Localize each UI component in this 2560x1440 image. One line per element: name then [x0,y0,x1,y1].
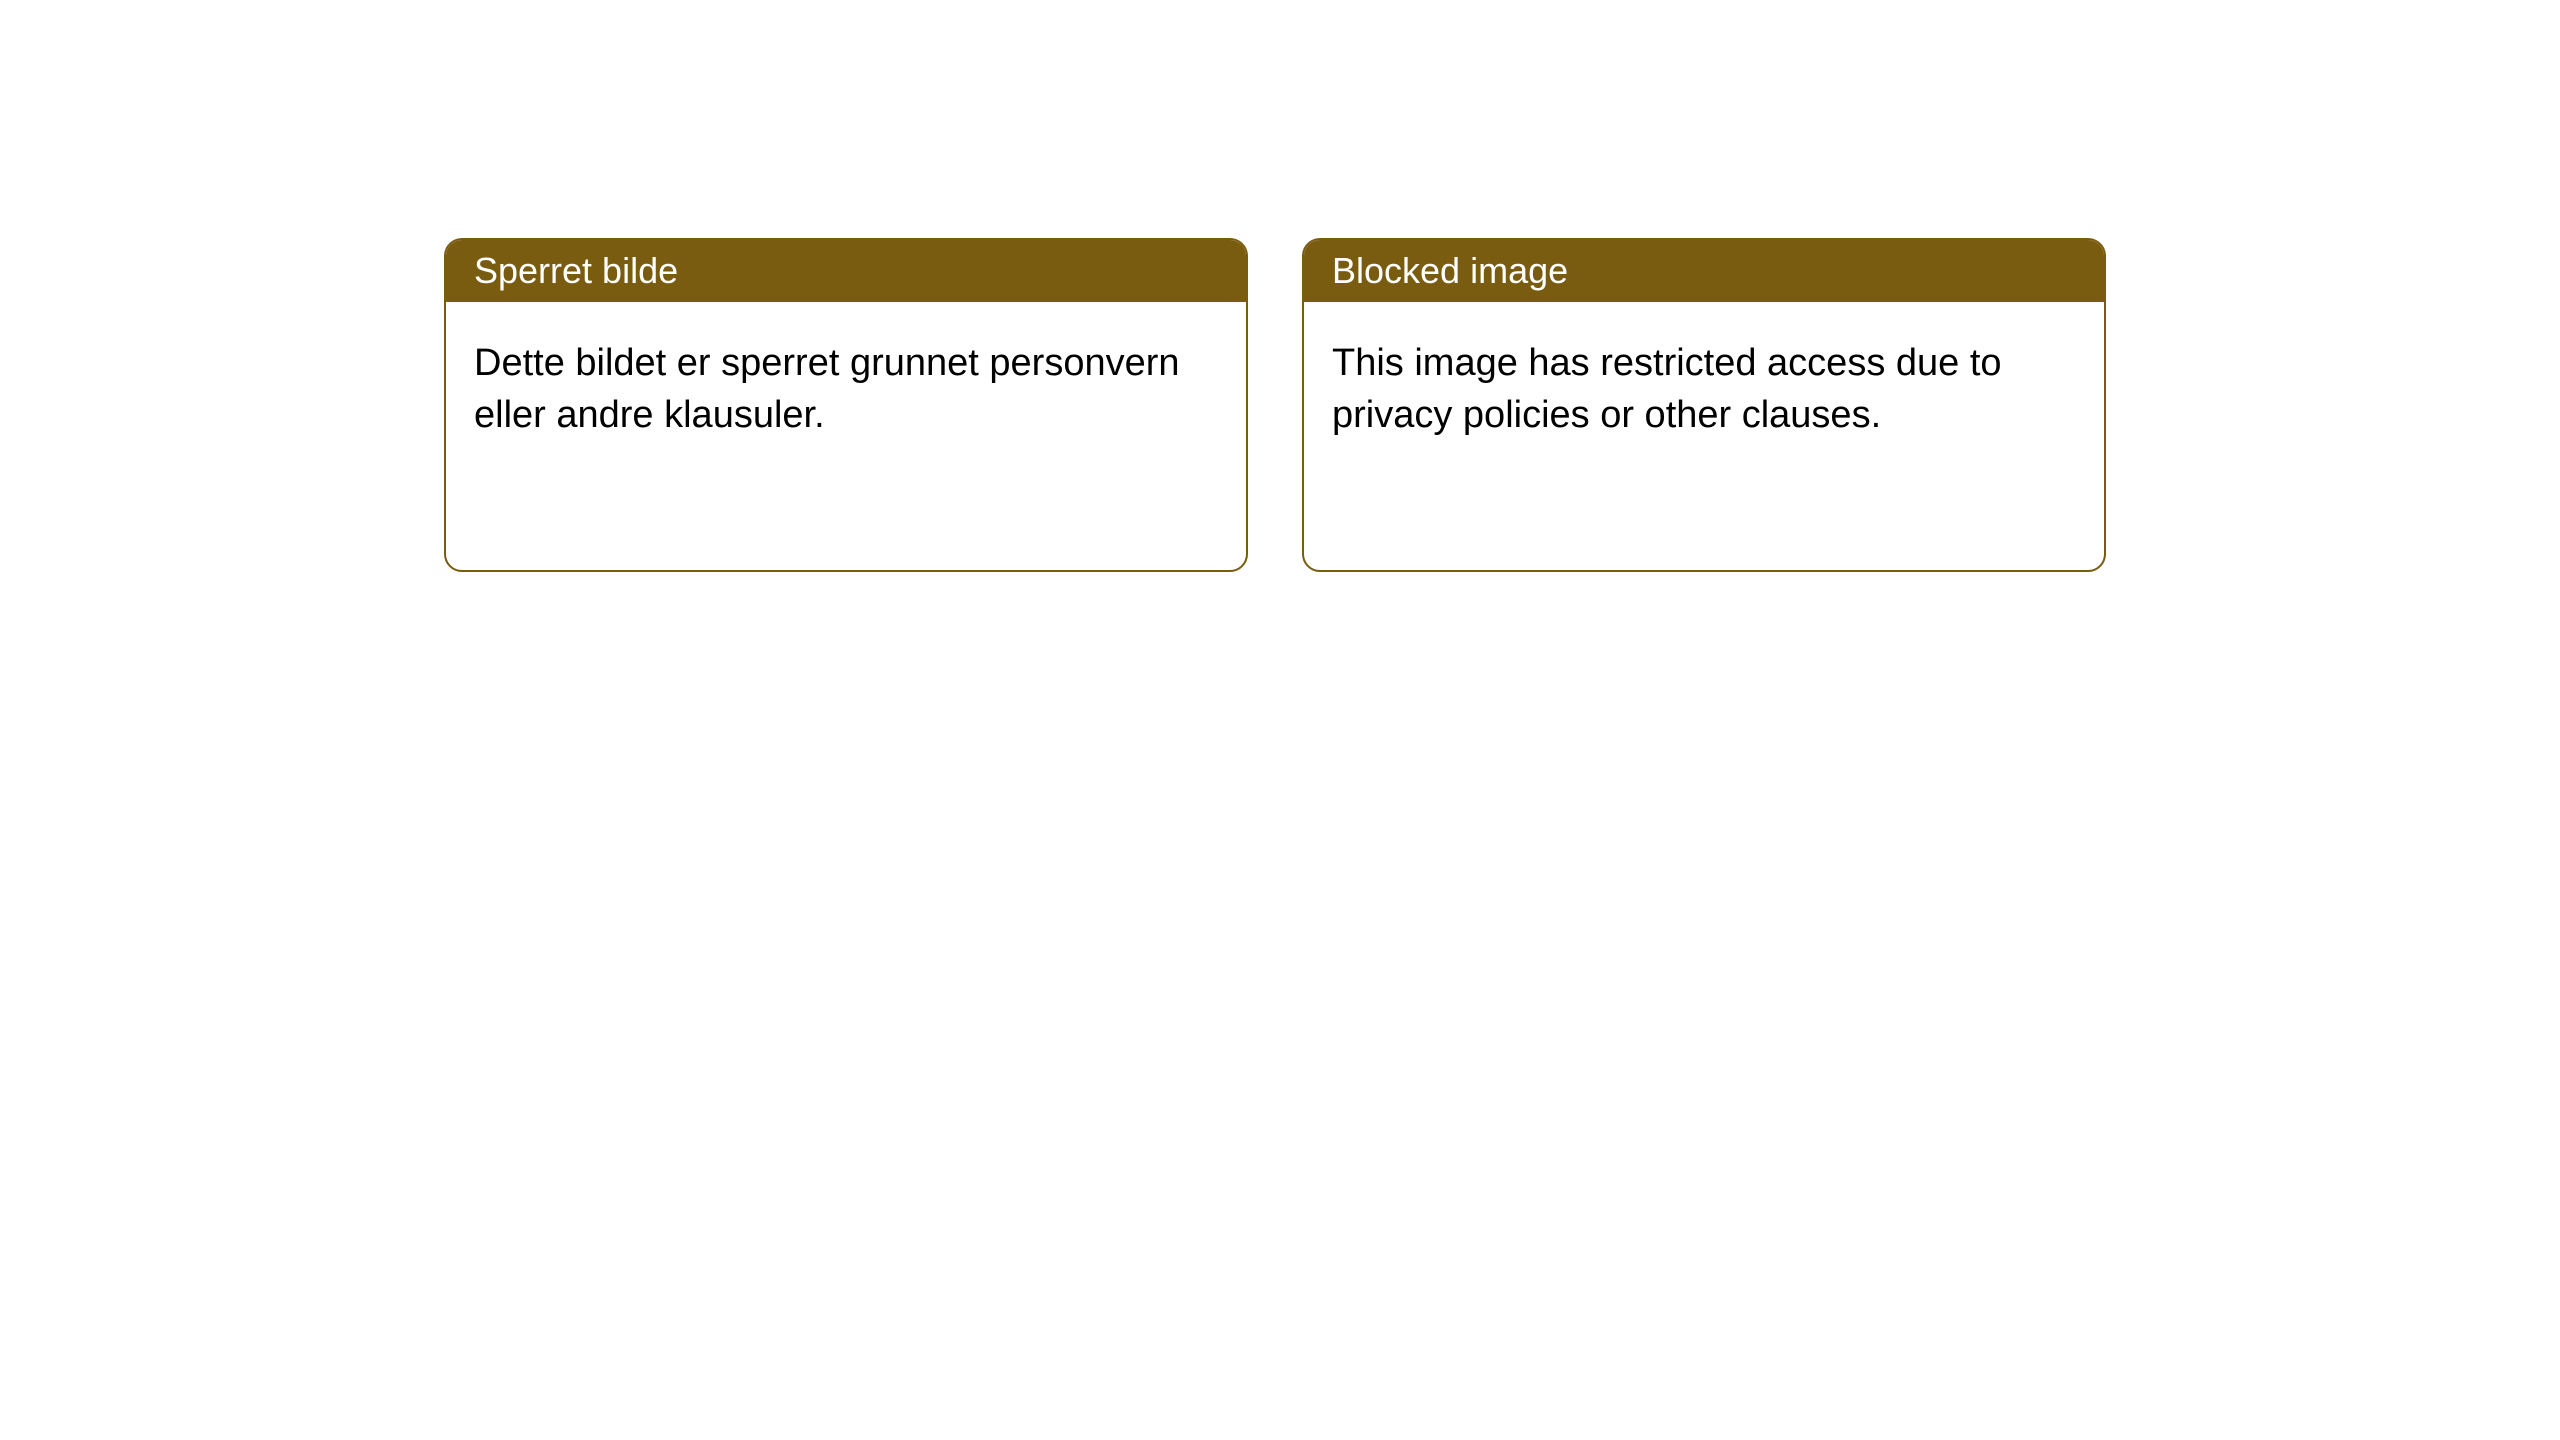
card-body: Dette bildet er sperret grunnet personve… [446,302,1246,477]
card-body-text: This image has restricted access due to … [1332,342,2002,436]
card-header: Sperret bilde [446,240,1246,302]
notice-card-norwegian: Sperret bilde Dette bildet er sperret gr… [444,238,1248,572]
card-header-text: Blocked image [1332,250,1568,292]
card-body: This image has restricted access due to … [1304,302,2104,477]
card-header-text: Sperret bilde [474,250,678,292]
card-body-text: Dette bildet er sperret grunnet personve… [474,342,1180,436]
notice-card-english: Blocked image This image has restricted … [1302,238,2106,572]
notice-cards-container: Sperret bilde Dette bildet er sperret gr… [0,0,2560,572]
card-header: Blocked image [1304,240,2104,302]
